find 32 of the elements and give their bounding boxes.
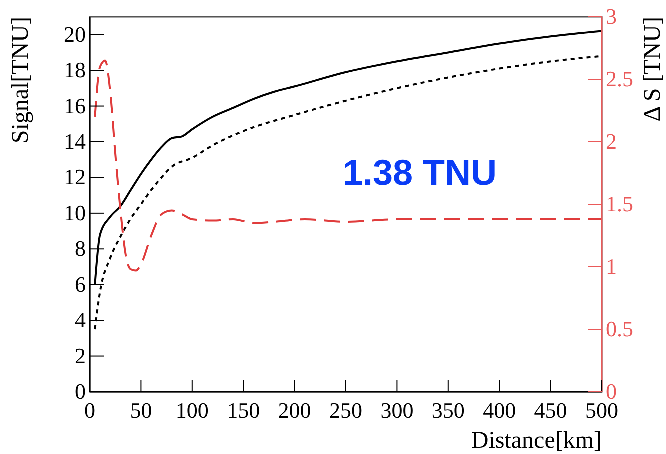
y-tick-label: 18 bbox=[64, 58, 86, 83]
x-tick-label: 100 bbox=[176, 398, 209, 423]
x-tick-label: 300 bbox=[380, 398, 414, 423]
y2-tick-label: 2 bbox=[606, 129, 617, 154]
y-tick-label: 2 bbox=[75, 343, 86, 368]
x-axis-title: Distance[km] bbox=[471, 428, 602, 454]
x-tick-label: 200 bbox=[278, 398, 312, 423]
x-tick-label: 350 bbox=[432, 398, 465, 423]
x-tick-label: 450 bbox=[534, 398, 568, 423]
y-tick-label: 0 bbox=[75, 379, 86, 404]
y2-tick-label: 1.5 bbox=[606, 192, 634, 216]
y2-tick-label: 0.5 bbox=[606, 316, 634, 342]
x-tick-label: 50 bbox=[130, 398, 152, 423]
y-tick-label: 8 bbox=[75, 236, 86, 262]
y-tick-label: 10 bbox=[64, 200, 86, 226]
y2-tick-label: 1 bbox=[606, 254, 617, 279]
line-series bbox=[94, 30, 603, 286]
x-tick-label: 150 bbox=[227, 398, 260, 423]
y-tick-label: 16 bbox=[64, 93, 86, 118]
y-tick-label: 6 bbox=[75, 272, 86, 297]
y-axis-title: Signal[TNU] bbox=[8, 17, 34, 144]
y2-tick-label: 2.5 bbox=[606, 66, 634, 92]
x-tick-label: 400 bbox=[483, 398, 516, 423]
y2-axis-title: Δ S [TNU] bbox=[640, 17, 666, 122]
y2-tick-label: 3 bbox=[606, 4, 617, 29]
x-tick-label: 250 bbox=[330, 398, 362, 423]
y-tick-label: 20 bbox=[64, 22, 86, 47]
line-series bbox=[94, 60, 603, 272]
y-tick-label: 12 bbox=[64, 164, 86, 190]
y-tick-label: 14 bbox=[64, 129, 86, 154]
annotation: 1.38 TNU bbox=[342, 152, 498, 193]
y-tick-label: 4 bbox=[75, 308, 86, 333]
